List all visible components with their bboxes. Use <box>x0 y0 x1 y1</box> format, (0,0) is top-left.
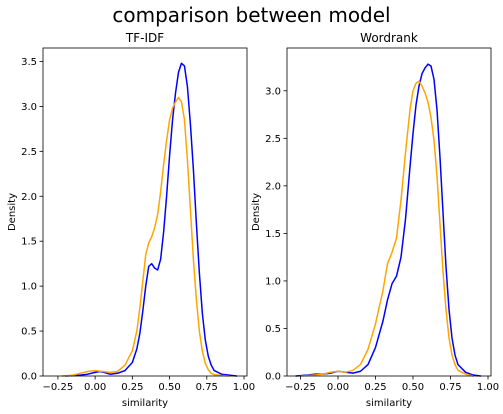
y-tick-label: 0.0 <box>265 372 281 383</box>
chart-panel-wordrank: −0.25 0.00 0.25 0.50 0.75 1.00 0.0 0.5 1.0 1.5 2.0… <box>251 31 499 409</box>
blue-density-curve <box>295 63 482 377</box>
panel-title: Wordrank <box>360 31 418 45</box>
x-tick-label: 0.75 <box>439 382 461 393</box>
y-tick-label: 3.0 <box>21 102 37 113</box>
x-tick-label: 0.50 <box>158 382 180 393</box>
y-tick-label: 2.0 <box>21 192 37 203</box>
x-axis-label: similarity <box>366 398 412 409</box>
y-tick-label: 1.5 <box>21 237 37 248</box>
chart-panel-tfidf: −0.25 0.00 0.25 0.50 0.75 1.00 0.0 0.5 1.0 1.5 2.0… <box>7 31 255 409</box>
y-tick-label: 1.0 <box>21 282 37 293</box>
plot-frame <box>42 47 248 377</box>
blue-density-curve <box>64 62 238 377</box>
y-tick-label: 1.5 <box>265 229 281 240</box>
y-tick-label: 3.0 <box>265 86 281 97</box>
x-tick-label: 0.00 <box>327 382 349 393</box>
y-tick-label: 1.0 <box>265 276 281 287</box>
y-axis-label: Density <box>251 193 262 231</box>
y-tick-label: 0.5 <box>265 324 281 335</box>
y-tick-label: 0.0 <box>21 372 37 383</box>
y-tick-label: 0.5 <box>21 327 37 338</box>
x-tick-label: −0.25 <box>285 382 316 393</box>
y-tick-label: 2.5 <box>265 134 281 145</box>
x-tick-label: 0.00 <box>84 382 106 393</box>
orange-density-curve <box>299 80 474 377</box>
x-axis-label: similarity <box>122 398 168 409</box>
y-tick-label: 2.0 <box>265 181 281 192</box>
x-tick-label: 1.00 <box>233 382 255 393</box>
orange-density-curve <box>61 96 230 377</box>
y-axis-label: Density <box>7 193 18 231</box>
x-tick-label: 0.25 <box>121 382 143 393</box>
y-tick-label: 3.5 <box>21 57 37 68</box>
plot-frame <box>286 47 492 377</box>
x-tick-label: 0.25 <box>364 382 386 393</box>
x-tick-label: 1.00 <box>477 382 499 393</box>
x-tick-label: −0.25 <box>43 382 74 393</box>
x-tick-label: 0.50 <box>402 382 424 393</box>
figure-title: comparison between model <box>112 3 390 27</box>
y-tick-label: 2.5 <box>21 147 37 158</box>
x-tick-label: 0.75 <box>196 382 218 393</box>
panel-title: TF-IDF <box>125 31 164 45</box>
